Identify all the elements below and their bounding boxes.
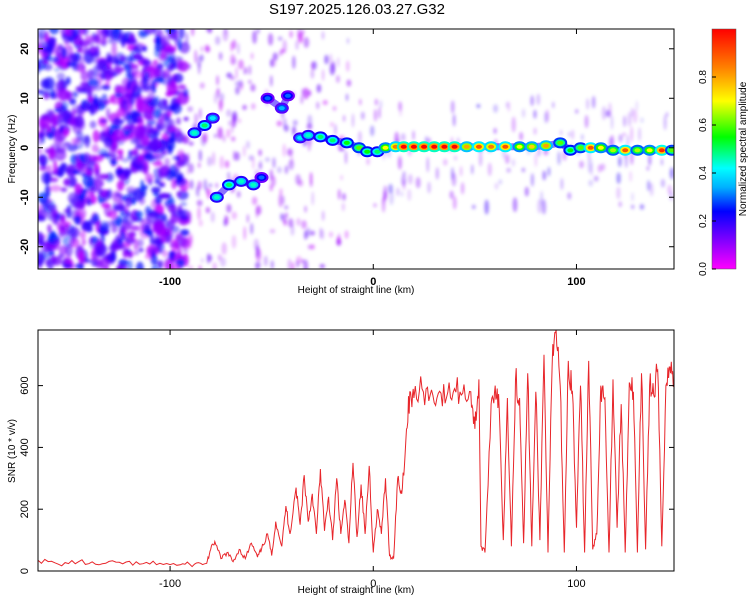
- snr-x-tick-label: 100: [567, 578, 585, 590]
- spectrogram-x-axis-label: Height of straight line (km): [298, 285, 415, 296]
- ridge-blob-peak: [634, 148, 641, 153]
- spectrogram-x-tick-label: -100: [159, 276, 181, 288]
- ridge-blob-peak: [502, 144, 509, 149]
- ridge-blob-peak: [382, 145, 389, 150]
- ridge-blob-peak: [374, 149, 381, 154]
- spectrogram-x-tick-label: 0: [370, 276, 376, 288]
- ridge-blob-peak: [284, 93, 291, 98]
- spectrogram-y-tick-label: 0: [19, 145, 31, 151]
- snr-y-axis-label: SNR (10 * v/v): [7, 419, 18, 483]
- ridge-blob-peak: [201, 123, 208, 128]
- ridge-blob-peak: [258, 175, 265, 180]
- ridge-blob-peak: [226, 182, 233, 187]
- snr-y-tick-label: 600: [19, 376, 31, 394]
- snr-x-ticks: -100 0 100: [159, 330, 586, 590]
- snr-y-ticks: 0 200 400 600: [19, 376, 674, 574]
- ridge-blob-peak: [250, 182, 257, 187]
- ridge-blob-peak: [557, 140, 564, 145]
- ridge-blob-peak: [542, 143, 549, 148]
- colorbar-frame: [711, 28, 737, 270]
- snr-series-line: [38, 330, 674, 568]
- ridge-blob-peak: [431, 144, 438, 149]
- ridge-blob-peak: [567, 148, 574, 153]
- ridge-blob-peak: [209, 116, 216, 121]
- spectrogram-y-tick-label: 20: [19, 43, 31, 55]
- spectrogram-ridge: [187, 90, 674, 203]
- ridge-blob-peak: [475, 144, 482, 149]
- ridge-blob-peak: [317, 134, 324, 139]
- ridge-blob-peak: [516, 144, 523, 149]
- colorbar-gradient: [712, 29, 736, 269]
- snr-y-tick-label: 200: [19, 500, 31, 518]
- ridge-blob-peak: [191, 130, 198, 135]
- ridge-blob-peak: [441, 144, 448, 149]
- ridge-blob-peak: [410, 144, 417, 149]
- ridge-blob-peak: [264, 96, 271, 101]
- spectrogram-y-axis-label: Frequency (Hz): [7, 115, 18, 184]
- snr-frame: [37, 329, 675, 572]
- spectrogram-x-tick-label: 100: [567, 276, 585, 288]
- spectrogram-y-ticks: -20 -10 0 10 20: [19, 43, 674, 255]
- ridge-blob-peak: [213, 195, 220, 200]
- colorbar-tick-label: 0.8: [698, 70, 709, 84]
- spectrogram-y-tick-label: -20: [19, 239, 31, 255]
- spectrogram-frame: [37, 28, 675, 270]
- colorbar-tick-label: 0.6: [698, 118, 709, 132]
- ridge-blob-peak: [278, 106, 285, 111]
- spectrogram-y-tick-label: 10: [19, 92, 31, 104]
- ridge-blob-peak: [587, 145, 594, 150]
- spectrogram-noise: [38, 29, 674, 269]
- ridge-blob-peak: [343, 140, 350, 145]
- ridge-blob-peak: [305, 133, 312, 138]
- colorbar-tick-label: 0.2: [698, 214, 709, 228]
- figure-title: S197.2025.126.03.27.G32: [269, 1, 445, 18]
- ridge-blob-peak: [329, 138, 336, 143]
- snr-x-tick-label: -100: [159, 578, 181, 590]
- colorbar: 0.0 0.2 0.4 0.6 0.8 Normalized spectral ampl…: [698, 28, 749, 276]
- ridge-blob-peak: [238, 179, 245, 184]
- ridge-blob-peak: [646, 148, 653, 153]
- colorbar-tick-label: 0.0: [698, 262, 709, 276]
- ridge-blob-peak: [356, 145, 363, 150]
- snr-x-tick-label: 0: [370, 578, 376, 590]
- snr-y-tick-label: 0: [19, 568, 31, 574]
- ridge-blob-peak: [577, 145, 584, 150]
- colorbar-tick-label: 0.4: [698, 166, 709, 180]
- ridge-blob-peak: [400, 144, 407, 149]
- ridge-blob-peak: [597, 145, 604, 150]
- ridge-blob-peak: [364, 149, 371, 154]
- spectrogram-x-ticks: -100 0 100: [159, 29, 586, 288]
- ridge-blob-peak: [610, 148, 617, 153]
- ridge-blob-peak: [488, 144, 495, 149]
- ridge-blob-peak: [528, 144, 535, 149]
- ridge-blob-peak: [451, 144, 458, 149]
- ridge-blob-peak: [622, 148, 629, 153]
- ridge-blob-peak: [658, 148, 665, 153]
- ridge-blob-peak: [668, 148, 674, 153]
- colorbar-ticks: 0.0 0.2 0.4 0.6 0.8: [698, 70, 716, 276]
- snr-y-tick-label: 400: [19, 438, 31, 456]
- snr-panel: -100 0 100 0 200 400 600 Height of straight l…: [7, 329, 675, 596]
- spectrogram-y-tick-label: -10: [19, 189, 31, 205]
- ridge-blob-peak: [463, 144, 470, 149]
- snr-x-axis-label: Height of straight line (km): [298, 585, 415, 596]
- ridge-blob-peak: [421, 144, 428, 149]
- colorbar-label: Normalized spectral amplitude: [738, 81, 749, 216]
